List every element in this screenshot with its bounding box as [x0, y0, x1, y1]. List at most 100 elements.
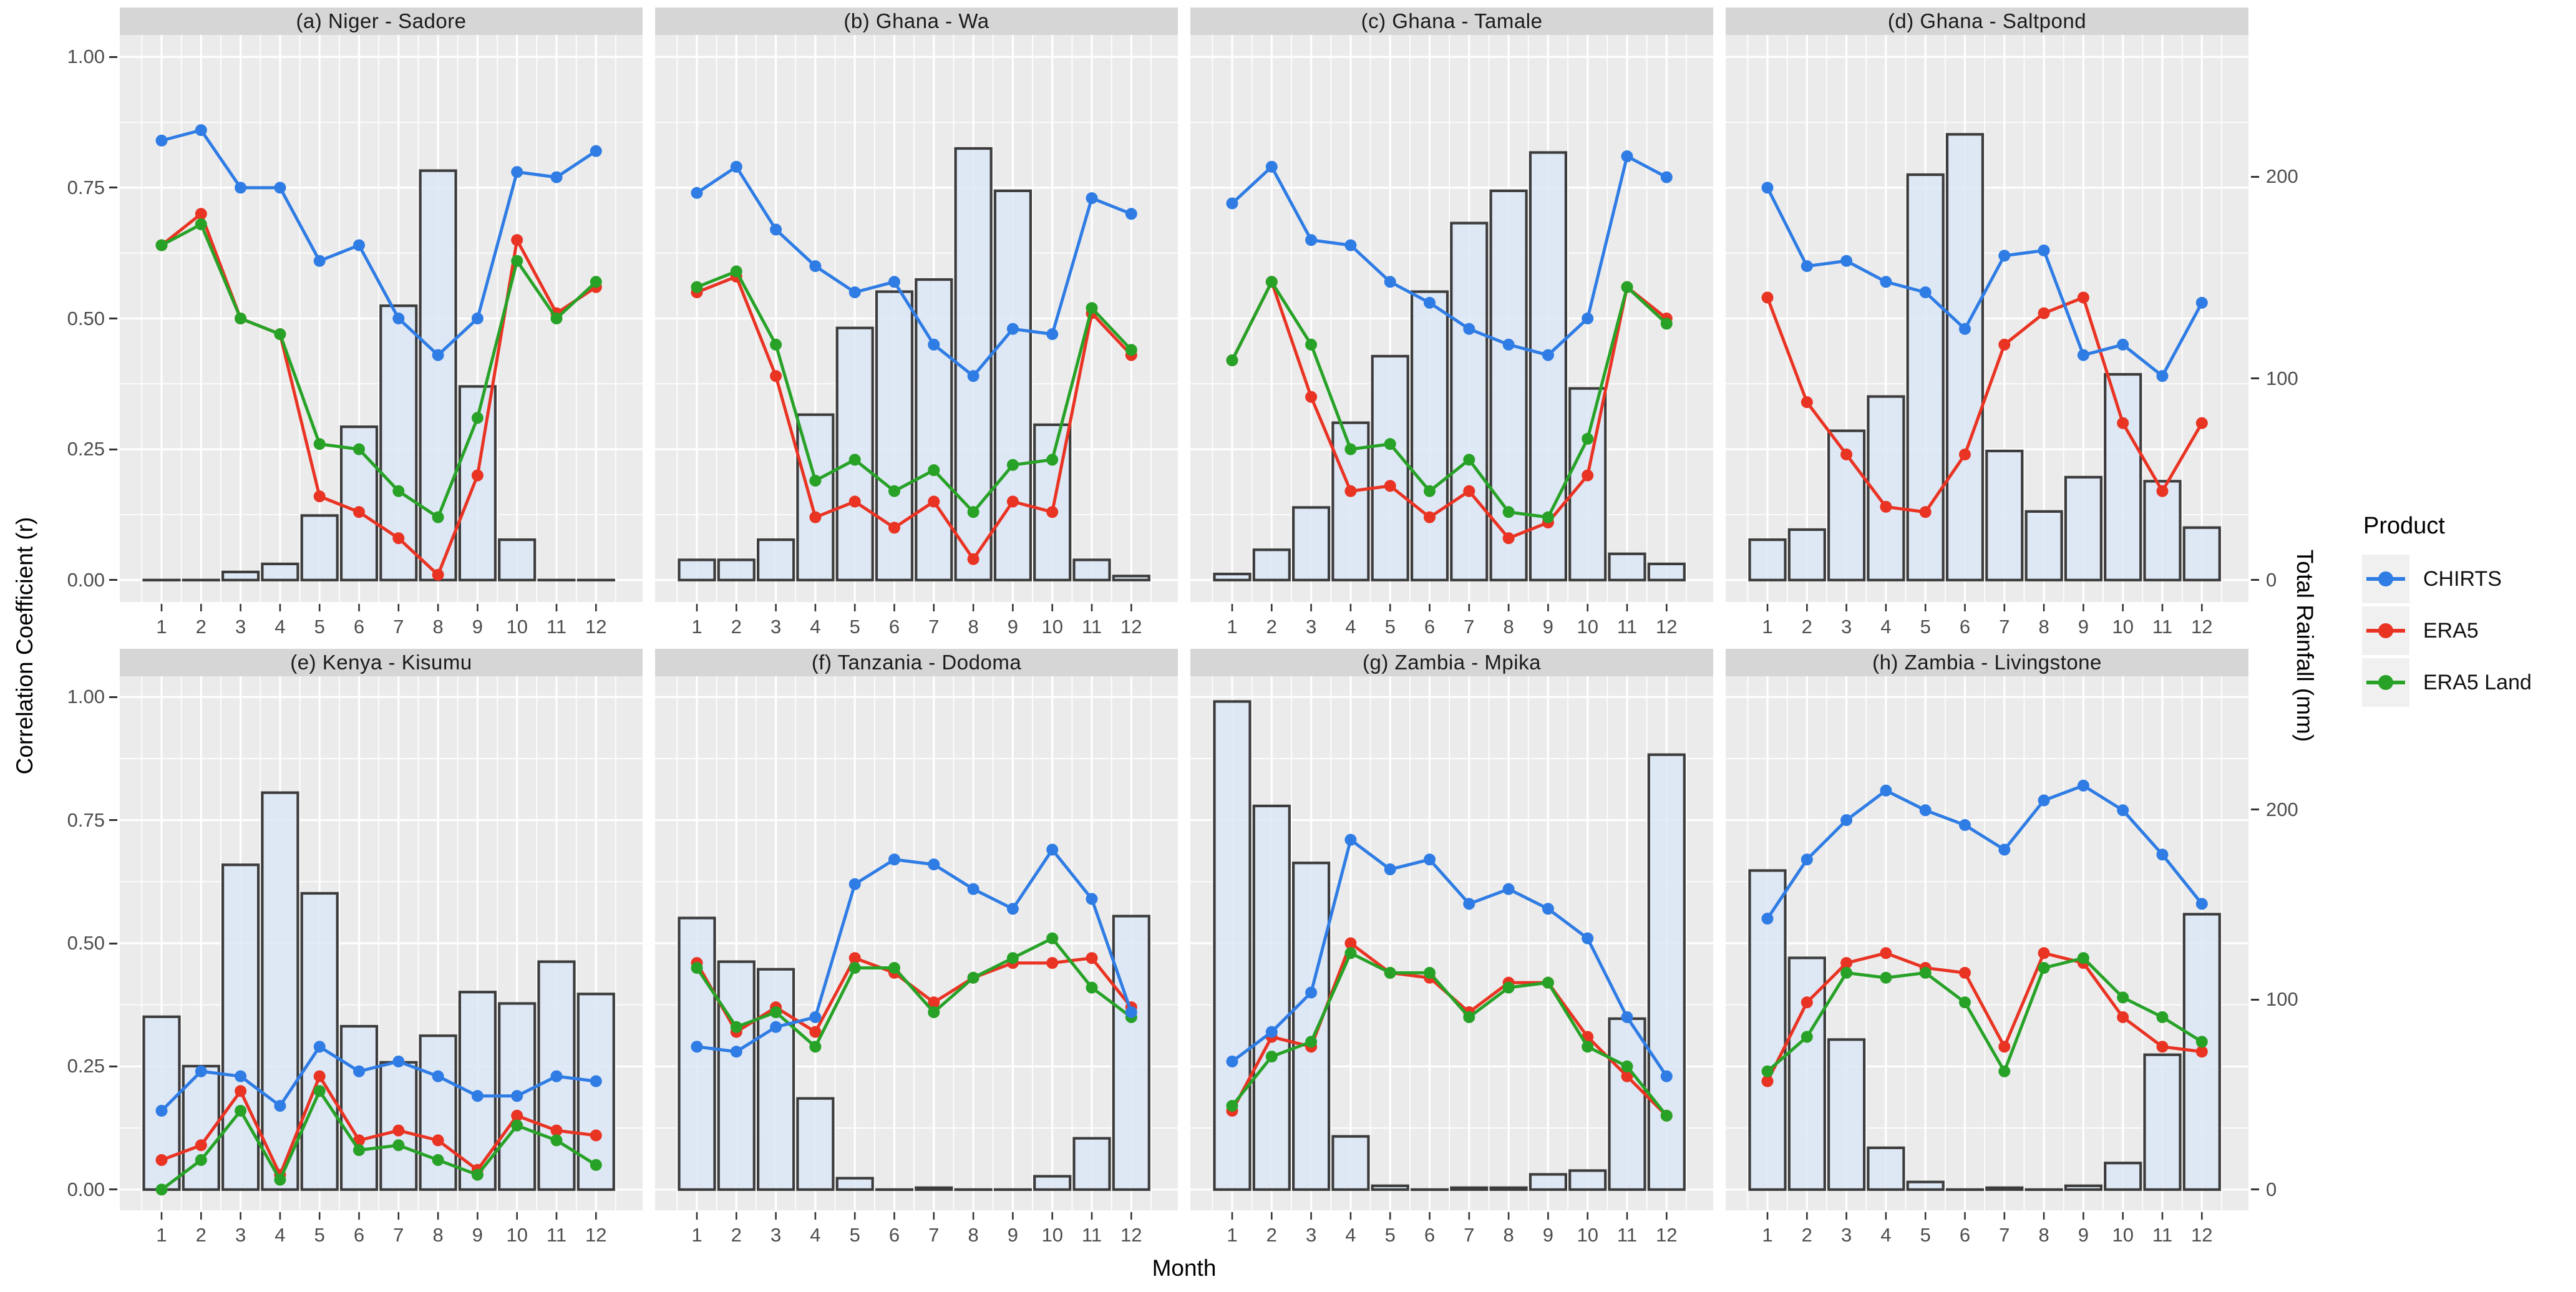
svg-text:4: 4: [810, 616, 820, 638]
svg-text:9: 9: [1543, 1224, 1553, 1246]
left-axis-tick-label: 1.00: [67, 686, 105, 708]
legend-item-era5-land: ERA5 Land: [2362, 658, 2532, 707]
svg-text:12: 12: [1120, 616, 1142, 638]
svg-text:2: 2: [1802, 1224, 1812, 1246]
svg-text:5: 5: [850, 616, 860, 638]
facet-title: (f) Tanzania - Dodoma: [811, 651, 1022, 674]
svg-text:7: 7: [928, 1224, 939, 1246]
svg-text:1: 1: [156, 1224, 167, 1246]
facet-title: (b) Ghana - Wa: [843, 9, 989, 32]
svg-text:2: 2: [1266, 1224, 1277, 1246]
facet-strip: (e) Kenya - Kisumu: [120, 649, 643, 676]
svg-text:8: 8: [2038, 1224, 2049, 1246]
svg-text:7: 7: [393, 616, 404, 638]
svg-text:2: 2: [1802, 616, 1812, 638]
facet-strip: (b) Ghana - Wa: [655, 7, 1178, 35]
svg-text:9: 9: [472, 1224, 483, 1246]
svg-text:4: 4: [275, 616, 285, 638]
svg-text:11: 11: [1082, 1224, 1102, 1246]
era5-land-line-key-icon: [2362, 658, 2409, 707]
svg-text:5: 5: [1385, 1224, 1396, 1246]
svg-text:1: 1: [1762, 616, 1772, 638]
left-axis-tick-mark: [109, 448, 117, 450]
svg-text:5: 5: [1920, 616, 1931, 638]
svg-text:8: 8: [1503, 616, 1514, 638]
facet-plot: 1 2 3 4 5 6 7 8 9 10 11 12: [120, 676, 643, 1246]
svg-text:8: 8: [1503, 1224, 1514, 1246]
svg-text:12: 12: [1656, 616, 1677, 638]
svg-text:1: 1: [1227, 616, 1237, 638]
left-axis-tick-label: 0.25: [67, 438, 105, 460]
svg-text:6: 6: [1960, 616, 1970, 638]
svg-text:2: 2: [196, 1224, 207, 1246]
era5-line-key-icon: [2362, 606, 2409, 655]
facet-plot: 1 2 3 4 5 6 7 8 9 10 11 12: [1190, 676, 1713, 1246]
right-axis-tick-label: 200: [2266, 165, 2298, 188]
left-axis-tick-label: 0.50: [67, 932, 105, 954]
svg-text:1: 1: [1227, 1224, 1237, 1246]
panel-b-ghana-wa: (b) Ghana - Wa 1 2 3 4 5 6 7 8 9 10 11 12: [655, 7, 1178, 641]
panel-h-zambia-livingstone: (h) Zambia - Livingstone 1 2 3 4 5 6 7 8 9 10 11 12: [1726, 649, 2248, 1249]
svg-text:3: 3: [1306, 616, 1316, 638]
panel-f-tanzania-dodoma: (f) Tanzania - Dodoma 1 2 3 4 5 6 7 8 9 10 11 12: [655, 649, 1178, 1249]
svg-text:1: 1: [691, 616, 702, 638]
panel-g-zambia-mpika: (g) Zambia - Mpika 1 2 3 4 5 6 7 8 9 10 11 12: [1190, 649, 1713, 1249]
svg-text:2: 2: [196, 616, 207, 638]
svg-text:10: 10: [1041, 616, 1062, 638]
legend-label: CHIRTS: [2423, 566, 2502, 591]
facet-title: (c) Ghana - Tamale: [1361, 9, 1543, 32]
svg-text:6: 6: [354, 1224, 364, 1246]
right-axis-tick-label: 100: [2266, 988, 2298, 1011]
svg-text:8: 8: [432, 1224, 443, 1246]
svg-text:4: 4: [275, 1224, 285, 1246]
right-axis-title: Total Rainfall (mm): [2292, 549, 2318, 742]
svg-text:7: 7: [1999, 616, 2010, 638]
svg-text:3: 3: [235, 1224, 246, 1246]
svg-text:4: 4: [1880, 1224, 1891, 1246]
right-axis-tick-label: 0: [2266, 1178, 2277, 1200]
svg-text:4: 4: [1345, 1224, 1356, 1246]
facet-strip: (d) Ghana - Saltpond: [1726, 7, 2248, 35]
facet-title: (e) Kenya - Kisumu: [290, 651, 472, 674]
legend: Product CHIRTS ERA5 ERA5 Land: [2362, 513, 2532, 710]
svg-text:8: 8: [2038, 616, 2049, 638]
left-axis-tick-label: 0.50: [67, 307, 105, 329]
svg-text:6: 6: [889, 1224, 900, 1246]
svg-text:9: 9: [472, 616, 483, 638]
left-axis-tick-label: 0.75: [67, 176, 105, 198]
right-axis-tick-mark: [2251, 998, 2259, 1001]
right-axis-tick-label: 200: [2266, 798, 2298, 820]
svg-text:10: 10: [506, 1224, 527, 1246]
svg-text:11: 11: [547, 616, 566, 638]
left-axis-tick-mark: [109, 187, 117, 189]
right-axis-tick-mark: [2251, 377, 2259, 379]
legend-label: ERA5: [2423, 618, 2479, 643]
x-axis-title: Month: [1152, 1255, 1217, 1281]
svg-text:2: 2: [731, 616, 742, 638]
facet-plot: 1 2 3 4 5 6 7 8 9 10 11 12: [1190, 35, 1713, 638]
svg-text:9: 9: [2078, 1224, 2089, 1246]
svg-text:8: 8: [968, 616, 978, 638]
right-axis-tick-mark: [2251, 809, 2259, 811]
svg-text:6: 6: [1960, 1224, 1970, 1246]
left-axis-tick-mark: [109, 56, 117, 58]
left-axis-tick-label: 0.25: [67, 1055, 105, 1077]
svg-text:4: 4: [1345, 616, 1356, 638]
svg-text:1: 1: [691, 1224, 702, 1246]
svg-text:3: 3: [1841, 616, 1852, 638]
svg-text:9: 9: [1008, 1224, 1018, 1246]
svg-text:7: 7: [1464, 1224, 1474, 1246]
svg-text:10: 10: [2112, 1224, 2133, 1246]
facet-plot: 1 2 3 4 5 6 7 8 9 10 11 12: [655, 35, 1178, 638]
left-axis-tick-mark: [109, 579, 117, 581]
svg-text:11: 11: [2152, 1224, 2172, 1246]
left-axis-tick-mark: [109, 942, 117, 945]
right-axis-tick-mark: [2251, 579, 2259, 581]
svg-text:7: 7: [928, 616, 939, 638]
svg-text:11: 11: [2152, 616, 2172, 638]
svg-text:6: 6: [354, 616, 364, 638]
panel-a-niger-sadore: (a) Niger - Sadore 1 2 3 4 5 6 7 8 9 10 11 12: [120, 7, 643, 641]
svg-text:11: 11: [1617, 1224, 1637, 1246]
svg-text:2: 2: [1266, 616, 1277, 638]
facet-plot: 1 2 3 4 5 6 7 8 9 10 11 12: [1726, 35, 2248, 638]
